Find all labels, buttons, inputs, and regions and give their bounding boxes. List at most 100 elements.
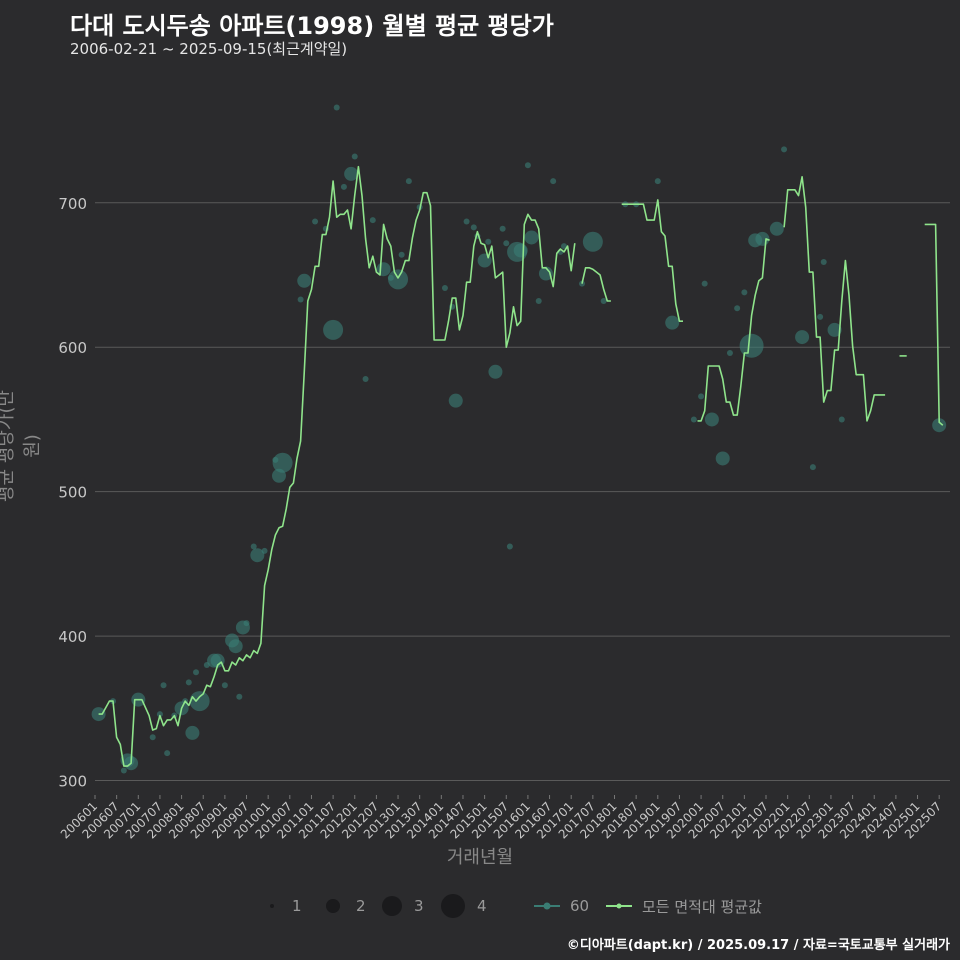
- legend-dot-icon: [270, 904, 274, 908]
- area-60-point: [499, 225, 506, 232]
- area-60-point: [503, 240, 510, 247]
- legend-dot-icon: [441, 894, 465, 918]
- area-60-point: [297, 296, 304, 303]
- average-line: [98, 165, 944, 767]
- average-line-segment: [924, 223, 944, 426]
- legend-line-icon: [606, 903, 632, 909]
- legend-area-60: 60: [534, 893, 589, 919]
- area-60-point: [272, 452, 293, 473]
- area-60-point: [185, 725, 200, 740]
- area-60-point: [160, 682, 167, 689]
- area-60-point: [398, 251, 405, 258]
- area-60-point: [261, 547, 268, 554]
- average-line-segment: [697, 238, 770, 422]
- area-60-point: [297, 273, 312, 288]
- area-60-point: [448, 393, 463, 408]
- area-60-point: [538, 266, 553, 281]
- area-60-point: [120, 767, 127, 774]
- area-60-point: [488, 364, 503, 379]
- area-60-point: [665, 315, 680, 330]
- area-60-point: [351, 153, 358, 160]
- area-60-point: [470, 224, 477, 231]
- area-60-point: [210, 653, 225, 668]
- x-axis-ticks: 2006012006072007012007072008012008072009…: [58, 795, 944, 842]
- area-60-point: [149, 734, 156, 741]
- area-60-point: [164, 750, 171, 757]
- legend-average: 모든 면적대 평균값: [606, 893, 762, 919]
- area-60-point: [405, 178, 412, 185]
- area-60-point: [236, 693, 243, 700]
- area-60-point: [463, 218, 470, 225]
- area-60-point: [250, 543, 257, 550]
- area-60-point: [524, 162, 531, 169]
- area-60-point: [156, 711, 163, 718]
- y-tick-label: 400: [58, 628, 87, 646]
- area-60-point: [827, 322, 842, 337]
- area-60-point: [323, 319, 344, 340]
- area-60-point: [513, 243, 528, 258]
- y-axis-label: 평균 평당가(만 원): [0, 389, 43, 503]
- area-60-point: [560, 243, 567, 250]
- area-60-point: [185, 679, 192, 686]
- area-60-point: [690, 416, 697, 423]
- legend-size-3: 3: [382, 893, 424, 919]
- area-60-point: [506, 543, 513, 550]
- area-60-point: [838, 416, 845, 423]
- area-60-point: [809, 464, 816, 471]
- area-60-point: [932, 418, 947, 433]
- source-caption: ©디아파트(dapt.kr) / 2025.09.17 / 자료=국토교통부 실…: [566, 938, 950, 953]
- area-60-point: [485, 238, 492, 245]
- area-60-point: [243, 620, 250, 627]
- legend-size-label: 1: [292, 897, 302, 915]
- average-line-segment: [621, 199, 683, 323]
- area-60-point: [781, 146, 788, 153]
- area-60-point: [228, 639, 243, 654]
- area-60-point: [340, 183, 347, 190]
- x-axis-label: 거래년월: [446, 847, 514, 868]
- area-60-point: [550, 178, 557, 185]
- legend-area-label: 60: [570, 897, 590, 915]
- area-60-point: [388, 269, 409, 290]
- legend-size-label: 4: [477, 897, 487, 915]
- area-60-point: [441, 285, 448, 291]
- area-60-point: [701, 280, 708, 287]
- area-60-point: [193, 669, 200, 676]
- area-60-point: [654, 178, 661, 185]
- legend-size-label: 2: [356, 897, 366, 915]
- y-tick-label: 300: [58, 773, 87, 791]
- y-tick-label: 500: [58, 484, 87, 502]
- area-60-point: [344, 166, 359, 181]
- area-60-point: [817, 313, 824, 320]
- area-60-point: [715, 451, 730, 466]
- legend-size-2: 2: [326, 893, 366, 919]
- legend-average-label: 모든 면적대 평균값: [642, 897, 762, 916]
- average-line-segment: [581, 266, 611, 302]
- area-60-point: [369, 217, 376, 224]
- area-60-point: [312, 218, 319, 225]
- legend-size-label: 3: [414, 897, 424, 915]
- area-60-point: [739, 333, 764, 358]
- area-60-point: [535, 298, 542, 304]
- legend-dot-icon: [382, 896, 402, 916]
- area-60-point: [600, 298, 607, 304]
- area-60-point: [734, 305, 741, 312]
- chart-title: 다대 도시두송 아파트(1998) 월별 평균 평당가: [70, 12, 554, 40]
- legend-dot-icon: [326, 899, 340, 913]
- area-60-point: [250, 548, 265, 563]
- area-60-point: [820, 259, 827, 265]
- area-60-point: [704, 412, 719, 427]
- area-60-point: [221, 682, 228, 689]
- legend-line-icon: [534, 902, 560, 910]
- area-60-point: [189, 691, 210, 712]
- area-60-point: [333, 104, 340, 111]
- area-60-point: [769, 221, 784, 236]
- area-60-point: [524, 230, 539, 245]
- legend-size-4: 4: [441, 893, 487, 919]
- area-60-point: [582, 231, 603, 252]
- area-60-point: [726, 350, 733, 356]
- area-60-points: [91, 104, 947, 774]
- average-line-segment: [98, 165, 576, 767]
- average-line-segment: [783, 176, 886, 422]
- area-60-point: [698, 393, 705, 400]
